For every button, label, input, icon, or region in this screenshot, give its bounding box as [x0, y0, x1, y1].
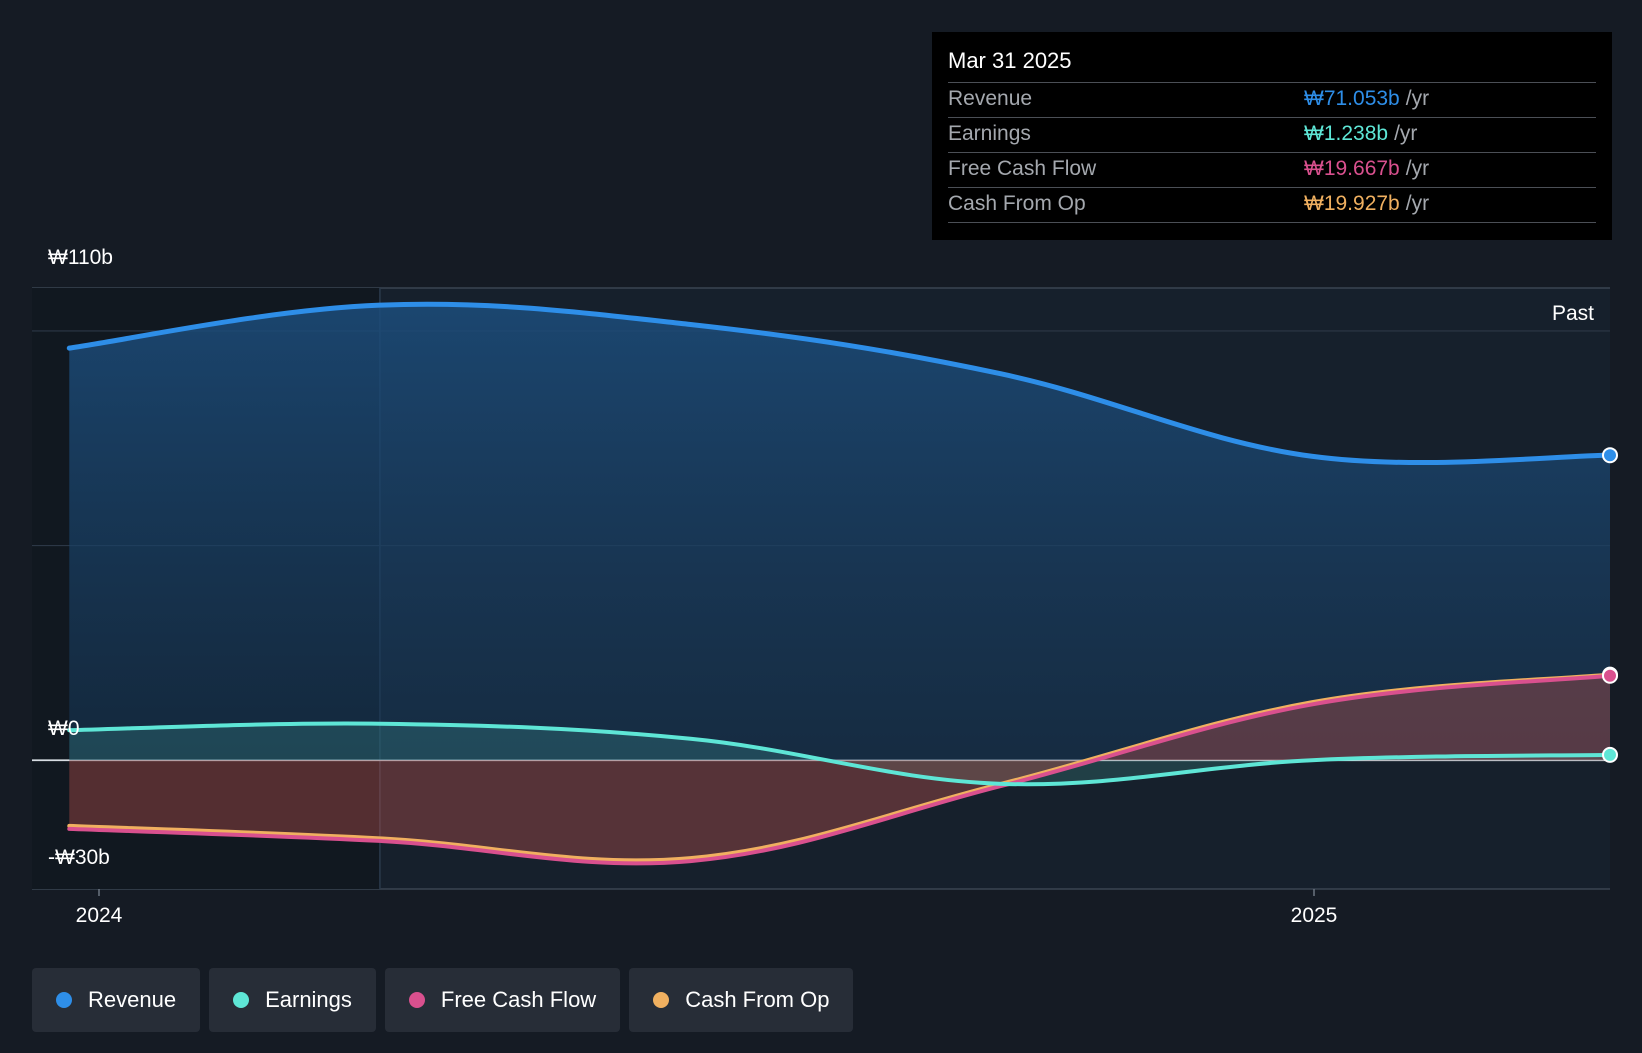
tooltip-value: ₩71.053b	[1304, 87, 1400, 110]
revenue-dot-icon	[56, 992, 72, 1008]
x-tick-label: 2024	[76, 904, 123, 927]
y-tick-label: -₩30b	[48, 846, 110, 869]
free-cash-flow-dot-icon	[408, 992, 425, 1008]
tooltip-value: ₩19.927b	[1304, 192, 1400, 215]
revenue-area	[69, 304, 1610, 761]
tooltip-label: Revenue	[948, 87, 1033, 110]
legend-label: Cash From Op	[685, 987, 830, 1012]
tooltip-panel: Mar 31 2025 Revenue ₩71.053b /yr Earning…	[932, 32, 1612, 240]
cash-from-op-area	[69, 674, 1610, 861]
tooltip-unit: /yr	[1405, 192, 1430, 215]
chart-legend: Revenue Earnings Free Cash Flow Cash Fro…	[32, 968, 854, 1032]
earnings-end-point	[1602, 746, 1618, 763]
y-tick-label: ₩110b	[48, 246, 113, 269]
tooltip-label: Earnings	[948, 122, 1031, 145]
tooltip-unit: /yr	[1405, 157, 1430, 180]
tooltip-value: ₩19.667b	[1304, 157, 1400, 180]
earnings-line	[67, 721, 1612, 787]
revenue-end-point	[1602, 447, 1618, 464]
free-cash-flow-line	[67, 673, 1612, 866]
free-cash-flow-area	[69, 675, 1610, 864]
legend-item-revenue[interactable]: Revenue	[32, 968, 201, 1032]
legend-label: Free Cash Flow	[440, 987, 597, 1012]
tooltip-rows: Revenue ₩71.053b /yr Earnings ₩1.238b /y…	[948, 82, 1596, 223]
tooltip-row-cash-from-op: Cash From Op ₩19.927b /yr	[948, 187, 1596, 223]
earnings-area	[69, 723, 1610, 785]
cash-from-op-dot-icon	[653, 992, 670, 1008]
legend-item-free-cash-flow[interactable]: Free Cash Flow	[384, 968, 621, 1032]
tooltip-unit: /yr	[1405, 87, 1430, 110]
tooltip-row-revenue: Revenue ₩71.053b /yr	[948, 82, 1596, 117]
tooltip-date: Mar 31 2025	[948, 48, 1072, 73]
tooltip-unit: /yr	[1394, 122, 1418, 145]
earnings-dot-icon	[233, 992, 250, 1008]
tooltip-label: Free Cash Flow	[948, 157, 1097, 180]
past-label: Past	[1552, 302, 1594, 325]
legend-label: Earnings	[265, 987, 352, 1012]
legend-item-cash-from-op[interactable]: Cash From Op	[629, 968, 854, 1032]
cash-from-op-line	[67, 672, 1612, 863]
free-cash-flow-end-point	[1602, 667, 1618, 684]
legend-label: Revenue	[88, 987, 177, 1012]
tooltip-label: Cash From Op	[948, 192, 1086, 215]
tooltip-row-earnings: Earnings ₩1.238b /yr	[948, 117, 1596, 152]
tooltip-value: ₩1.238b	[1304, 122, 1389, 145]
legend-item-earnings[interactable]: Earnings	[209, 968, 376, 1032]
y-tick-label: ₩0	[48, 717, 80, 740]
tooltip-row-free-cash-flow: Free Cash Flow ₩19.667b /yr	[948, 152, 1596, 187]
x-tick-label: 2025	[1291, 904, 1338, 927]
revenue-line	[66, 301, 1613, 466]
